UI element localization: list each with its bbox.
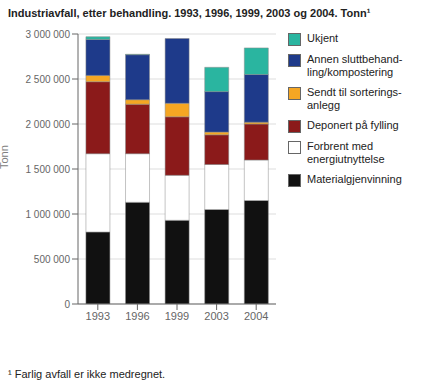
svg-text:0: 0 (64, 299, 70, 310)
svg-text:2004: 2004 (244, 310, 268, 322)
svg-text:1999: 1999 (165, 310, 189, 322)
svg-text:3 000 000: 3 000 000 (26, 29, 71, 40)
html-text:Forbrent med energiutnyttelse: Forbrent med energiutnyttelse (307, 140, 385, 165)
html-text:Annen sluttbehand- ling/kompos: Annen sluttbehand- ling/kompostering (307, 53, 403, 78)
svg-text:Tonn: Tonn (8, 145, 10, 169)
html-text:Deponert på fylling: Deponert på fylling (307, 119, 399, 131)
svg-text:500 000: 500 000 (34, 254, 71, 265)
svg-text:1 500 000: 1 500 000 (26, 164, 71, 175)
html-text:¹ Farlig avfall er ikke medreg: ¹ Farlig avfall er ikke medregnet. (8, 368, 166, 380)
html-text:Ukjent: Ukjent (307, 32, 339, 44)
svg-text:2003: 2003 (204, 310, 228, 322)
html-text:Materialgjenvinning: Materialgjenvinning (307, 173, 402, 185)
html-text:Sendt til sorterings- anlegg: Sendt til sorterings- anlegg (307, 86, 402, 111)
svg-text:1993: 1993 (86, 310, 110, 322)
svg-text:2 500 000: 2 500 000 (26, 74, 71, 85)
html-text:Industriavfall, etter behandli: Industriavfall, etter behandling. 1993, … (8, 7, 371, 19)
svg-text:2 000 000: 2 000 000 (26, 119, 71, 130)
svg-text:1996: 1996 (125, 310, 149, 322)
svg-text:1 000 000: 1 000 000 (26, 209, 71, 220)
